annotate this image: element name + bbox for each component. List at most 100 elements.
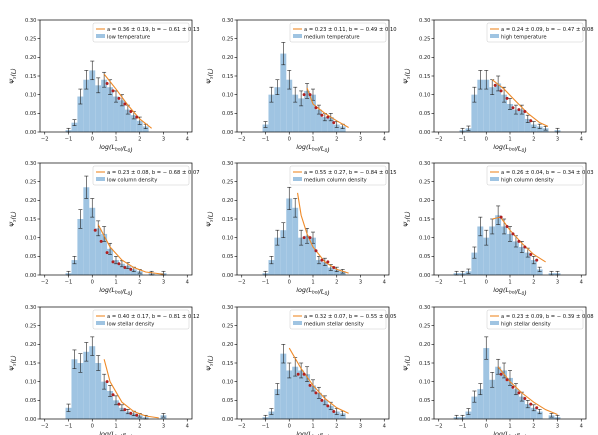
error-bar [478, 216, 483, 237]
histogram-bar [101, 381, 108, 419]
x-tick-label: 2 [138, 137, 141, 143]
x-tick-label: 3 [162, 280, 165, 286]
histogram-bar [292, 366, 299, 419]
y-tick-label: 0.20 [419, 342, 431, 348]
fit-point [117, 262, 121, 266]
legend-box [92, 22, 190, 43]
y-tick-label: 0.20 [25, 198, 37, 204]
histogram-bar [483, 348, 490, 419]
fit-point [332, 410, 336, 414]
histogram-bar [292, 94, 299, 132]
y-tick-label: 0.05 [25, 398, 37, 404]
y-tick-label: 0.15 [419, 361, 431, 367]
histogram-bar [268, 94, 275, 132]
histogram-bar [524, 252, 531, 275]
error-bar [72, 256, 77, 265]
error-bar [281, 222, 286, 238]
fit-point [511, 232, 515, 236]
y-axis-label: Ψs(L) [403, 211, 411, 226]
y-tick-label: 0.25 [222, 323, 234, 329]
legend-hist-swatch [96, 321, 105, 325]
y-tick-label: 0.20 [25, 55, 37, 61]
legend-hist-label: high stellar density [501, 321, 551, 327]
error-bar [114, 256, 118, 265]
error-bar [484, 336, 489, 360]
legend-box [289, 165, 387, 186]
y-tick-label: 0.10 [222, 379, 234, 385]
histogram-bar [268, 411, 275, 419]
histogram-bar [524, 118, 531, 132]
legend-fit-label: a = 0.26 ± 0.04, b = − 0.34 ± 0.03 [501, 170, 594, 176]
error-bar [478, 70, 483, 90]
y-tick-label: 0.25 [419, 36, 431, 42]
y-tick-label: 0.25 [419, 323, 431, 329]
subplot-2: 0.00 0.05 0.10 0.15 0.20 0.25 0.30 −2 −1 0 1 2 3 4 Ψs(… [206, 18, 397, 154]
x-axis-label: log(Lbol/L0) [493, 143, 527, 154]
error-bar [293, 86, 298, 103]
histogram-bar [536, 126, 543, 132]
x-tick-label: 3 [556, 280, 559, 286]
fit-curve [97, 224, 164, 275]
subplot-5: 0.00 0.05 0.10 0.15 0.20 0.25 0.30 −2 −1 0 1 2 3 4 Ψs(… [206, 161, 397, 297]
histogram-bar [71, 122, 78, 132]
x-axis-label: log(Lbol/L0) [493, 286, 527, 297]
legend-hist-swatch [293, 34, 302, 38]
legend-hist-label: low stellar density [107, 321, 154, 327]
y-tick-label: 0.30 [419, 305, 431, 311]
error-bar [281, 42, 286, 66]
error-bar [525, 400, 530, 409]
x-tick-label: 2 [138, 424, 141, 430]
error-bar [72, 119, 77, 126]
x-tick-label: 1 [114, 137, 117, 143]
error-bar [119, 404, 124, 412]
histogram-bar [489, 379, 496, 419]
fit-point [314, 249, 318, 253]
x-tick-label: −1 [459, 137, 467, 143]
y-axis-label: Ψs(L) [403, 355, 411, 370]
legend: a = 0.32 ± 0.07, b = − 0.55 ± 0.05medium… [289, 309, 397, 330]
histogram-bar [124, 411, 131, 419]
y-tick-label: 0.10 [419, 235, 431, 241]
error-bar [502, 362, 507, 379]
fit-point [523, 245, 527, 249]
fit-point [99, 239, 103, 243]
histogram-bar [71, 359, 78, 419]
x-tick-label: −1 [459, 280, 467, 286]
fit-point [123, 102, 127, 106]
legend-hist-label: high temperature [501, 34, 547, 40]
y-tick-label: 0.30 [25, 18, 37, 24]
histogram-bar [118, 263, 125, 275]
fit-point [135, 413, 139, 417]
error-bar [531, 121, 536, 128]
fit-point [117, 96, 121, 100]
x-tick-label: −2 [41, 137, 49, 143]
y-tick-label: 0.00 [25, 130, 37, 136]
x-axis-label: log(Lbol/L0) [296, 430, 330, 435]
error-bar [537, 123, 542, 129]
error-bar [84, 70, 89, 90]
y-tick-label: 0.05 [222, 398, 234, 404]
y-tick-label: 0.00 [419, 273, 431, 279]
y-tick-label: 0.05 [222, 111, 234, 117]
fit-point [493, 83, 497, 87]
error-bar [287, 362, 292, 379]
fit-point [111, 260, 115, 264]
error-bar [490, 372, 495, 388]
error-bar [305, 366, 310, 382]
x-tick-label: −2 [435, 280, 443, 286]
error-bar [287, 70, 292, 90]
y-tick-label: 0.25 [222, 179, 234, 185]
histogram-bar [77, 96, 84, 132]
x-tick-label: 3 [556, 137, 559, 143]
fit-curve [306, 87, 349, 128]
fit-curve [492, 216, 546, 263]
x-axis-label: log(Lbol/L0) [493, 430, 527, 435]
x-tick-label: 0 [485, 424, 488, 430]
histogram-bar [530, 124, 537, 132]
fit-point [302, 236, 306, 240]
error-bar [322, 395, 327, 406]
fit-point [535, 258, 539, 262]
error-bar [269, 408, 274, 415]
y-axis-label: Ψs(L) [206, 68, 214, 83]
